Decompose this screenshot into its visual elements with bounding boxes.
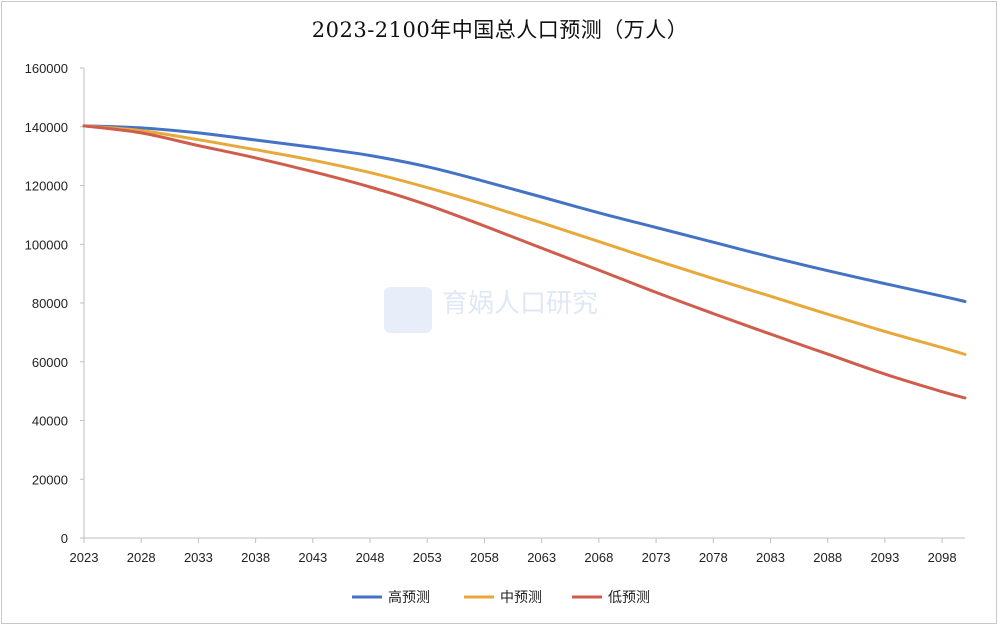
- series-line-3: [82, 124, 967, 400]
- y-tick-label: 0: [61, 531, 68, 546]
- legend-label-2: 中预测: [500, 590, 542, 606]
- x-tick-label: 2028: [127, 550, 156, 565]
- legend: 高预测 中预测 低预测: [352, 589, 650, 606]
- y-tick-label: 80000: [32, 296, 68, 311]
- axes: 0 20000 40000 60000 80000 100000 120000 140000 1…: [25, 61, 965, 565]
- x-tick-label: 2063: [527, 550, 556, 565]
- series-lines: [82, 124, 967, 400]
- x-tick-label: 2093: [870, 550, 899, 565]
- x-tick-label: 2038: [241, 550, 270, 565]
- y-tick-label: 140000: [25, 120, 68, 135]
- legend-label-3: 低预测: [608, 590, 650, 606]
- x-tick-label: 2073: [642, 550, 671, 565]
- x-tick-label: 2088: [813, 550, 842, 565]
- y-tick-label: 20000: [32, 472, 68, 487]
- watermark-text: 育娲人口研究: [442, 289, 598, 319]
- x-tick-label: 2098: [928, 550, 957, 565]
- x-tick-label: 2083: [756, 550, 785, 565]
- y-tick-label: 120000: [25, 179, 68, 194]
- x-tick-label: 2058: [470, 550, 499, 565]
- chart-title: 2023-2100年中国总人口预测（万人）: [311, 18, 689, 42]
- x-tick-label: 2033: [184, 550, 213, 565]
- y-tick-label: 160000: [25, 61, 68, 76]
- series-line-2: [82, 124, 967, 356]
- y-tick-label: 100000: [25, 237, 68, 252]
- x-tick-label: 2068: [584, 550, 613, 565]
- watermark-logo-icon: [384, 287, 432, 333]
- x-tick-label: 2023: [70, 550, 99, 565]
- watermark: 育娲人口研究: [384, 287, 598, 333]
- y-tick-label: 60000: [32, 355, 68, 370]
- x-tick-label: 2048: [356, 550, 385, 565]
- legend-label-1: 高预测: [388, 589, 430, 606]
- x-tick-label: 2043: [298, 550, 327, 565]
- y-tick-label: 40000: [32, 414, 68, 429]
- series-line-1: [82, 124, 967, 303]
- x-tick-label: 2053: [413, 550, 442, 565]
- x-tick-label: 2078: [699, 550, 728, 565]
